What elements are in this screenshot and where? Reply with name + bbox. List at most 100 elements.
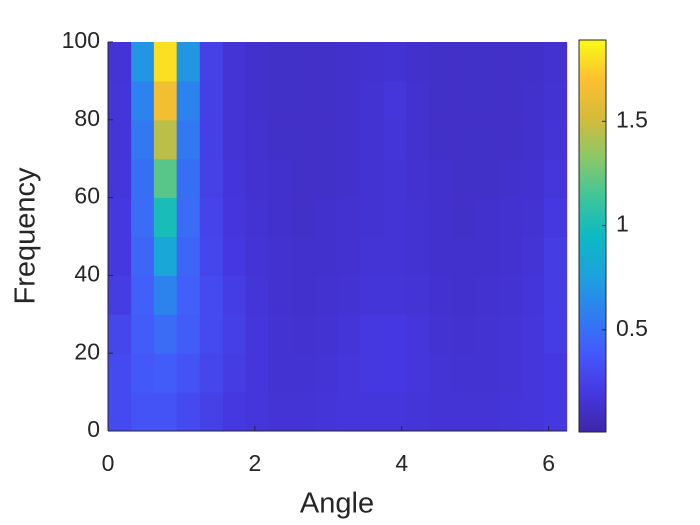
heatmap-cell xyxy=(475,197,499,237)
heatmap-cell xyxy=(199,80,224,121)
heatmap-cell xyxy=(153,197,178,237)
heatmap-cell xyxy=(337,236,361,276)
heatmap-cell xyxy=(521,158,545,199)
heatmap-cell xyxy=(291,314,316,354)
heatmap-cell xyxy=(429,42,453,82)
heatmap-cell xyxy=(108,80,132,121)
heatmap-cell xyxy=(429,158,453,199)
heatmap-cell xyxy=(153,353,178,393)
heatmap-cell xyxy=(475,314,499,354)
heatmap-cell xyxy=(199,314,224,354)
heatmap-cell xyxy=(360,353,384,393)
heatmap-cell xyxy=(543,80,568,121)
heatmap-cell xyxy=(153,314,178,354)
heatmap-cell xyxy=(383,314,408,354)
heatmap-cell xyxy=(543,275,568,315)
heatmap-cell xyxy=(291,80,316,121)
heatmap-cell xyxy=(131,158,155,199)
heatmap-cell xyxy=(222,314,247,354)
heatmap-cell xyxy=(108,197,132,237)
heatmap-cell xyxy=(176,119,201,160)
heatmap-cell xyxy=(131,80,155,121)
heatmap-cell xyxy=(337,158,361,199)
heatmap-cell xyxy=(521,314,545,354)
heatmap-cell xyxy=(429,392,453,432)
x-tick-label: 2 xyxy=(248,450,261,476)
heatmap-cell xyxy=(521,236,545,276)
heatmap-cell xyxy=(291,353,316,393)
heatmap-cell xyxy=(429,197,453,237)
heatmap-cell xyxy=(498,314,522,354)
heatmap-cell xyxy=(498,42,522,82)
heatmap-cell xyxy=(498,236,522,276)
heatmap-cell xyxy=(498,353,522,393)
heatmap-cell xyxy=(475,236,499,276)
heatmap-cell xyxy=(222,236,247,276)
heatmap-cell xyxy=(360,158,384,199)
heatmap-cell xyxy=(153,236,178,276)
heatmap-cell xyxy=(131,314,155,354)
heatmap-cell xyxy=(475,275,499,315)
heatmap-cell xyxy=(268,119,293,160)
heatmap-cell xyxy=(452,275,476,315)
heatmap-cell xyxy=(245,197,269,237)
heatmap-cell xyxy=(406,275,430,315)
heatmap-cell xyxy=(222,158,247,199)
heatmap-cell xyxy=(383,197,408,237)
heatmap-cell xyxy=(498,119,522,160)
heatmap-cell xyxy=(245,42,269,82)
heatmap-cell xyxy=(314,236,338,276)
heatmap-cell xyxy=(452,119,476,160)
heatmap-cell xyxy=(314,119,338,160)
heatmap-cell xyxy=(406,314,430,354)
heatmap-cell xyxy=(383,353,408,393)
heatmap-cell xyxy=(245,353,269,393)
heatmap-cell xyxy=(245,80,269,121)
heatmap-cell xyxy=(176,236,201,276)
heatmap-cell xyxy=(521,392,545,432)
heatmap-cell xyxy=(406,353,430,393)
heatmap-cell xyxy=(291,158,316,199)
heatmap-cell xyxy=(314,197,338,237)
heatmap-cell xyxy=(521,197,545,237)
y-tick-label: 0 xyxy=(87,416,100,442)
heatmap-cell xyxy=(429,119,453,160)
y-tick-label: 80 xyxy=(74,105,100,131)
heatmap-cell xyxy=(337,275,361,315)
heatmap-cell xyxy=(108,158,132,199)
heatmap-cell xyxy=(452,42,476,82)
heatmap-cell xyxy=(153,42,178,82)
heatmap-cell xyxy=(383,392,408,432)
heatmap-cell xyxy=(199,275,224,315)
heatmap-cell xyxy=(452,236,476,276)
heatmap-cell xyxy=(222,197,247,237)
heatmap-cell xyxy=(245,236,269,276)
heatmap-cell xyxy=(291,197,316,237)
heatmap-cell xyxy=(360,42,384,82)
heatmap-cell xyxy=(222,353,247,393)
heatmap-cell xyxy=(291,119,316,160)
colorbar xyxy=(578,39,607,433)
heatmap-cell xyxy=(383,42,408,82)
heatmap-cell xyxy=(543,353,568,393)
heatmap-cell xyxy=(268,236,293,276)
heatmap-cell xyxy=(475,119,499,160)
heatmap-cell xyxy=(475,353,499,393)
y-axis-label: Frequency xyxy=(10,167,42,305)
heatmap-cell xyxy=(543,158,568,199)
heatmap-cell xyxy=(176,80,201,121)
heatmap-cell xyxy=(268,42,293,82)
heatmap-cell xyxy=(383,236,408,276)
heatmap-cell xyxy=(406,80,430,121)
heatmap-cell xyxy=(291,275,316,315)
heatmap-cell xyxy=(429,236,453,276)
heatmap-cell xyxy=(429,275,453,315)
heatmap-cell xyxy=(153,119,178,160)
heatmap-cell xyxy=(291,392,316,432)
heatmap-cell xyxy=(543,119,568,160)
heatmap-cell xyxy=(383,158,408,199)
heatmap-cell xyxy=(131,392,155,432)
heatmap-cell xyxy=(291,236,316,276)
heatmap-cell xyxy=(199,158,224,199)
